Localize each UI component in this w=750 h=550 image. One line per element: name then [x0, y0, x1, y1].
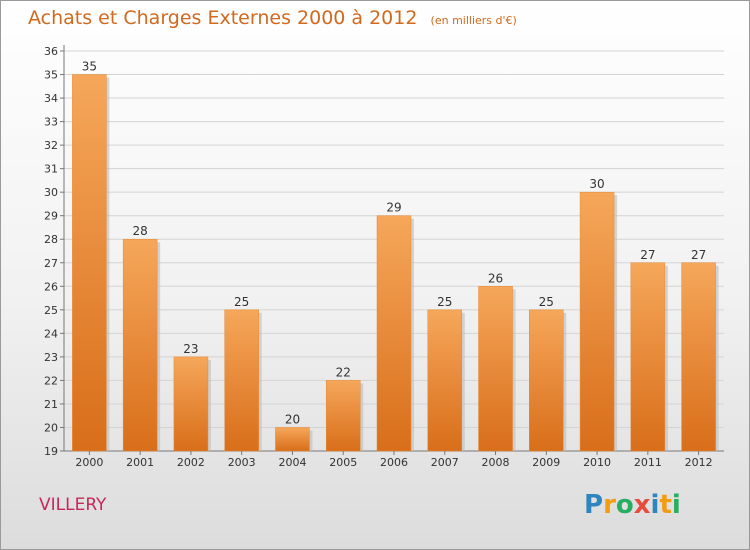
data-label: 29 [386, 201, 401, 215]
y-tick-label: 32 [44, 139, 58, 152]
bar [529, 309, 564, 452]
data-label: 23 [183, 342, 198, 356]
bar [224, 309, 259, 452]
data-label: 28 [133, 224, 148, 238]
data-label: 26 [488, 271, 503, 285]
y-tick-label: 19 [44, 445, 58, 458]
x-tick-label: 2011 [634, 456, 662, 469]
proxiti-logo: Proxiti [584, 490, 681, 520]
logo-letter: P [584, 490, 604, 520]
logo-letter: i [650, 490, 660, 520]
title-main: Achats et Charges Externes 2000 à 2012 [28, 7, 418, 29]
y-tick-label: 33 [44, 116, 58, 129]
x-tick-label: 2007 [431, 456, 459, 469]
y-tick-label: 24 [44, 327, 58, 340]
data-label: 25 [539, 295, 554, 309]
bar [72, 74, 107, 452]
x-tick-label: 2004 [278, 456, 306, 469]
logo-letter: i [671, 490, 681, 520]
x-tick-label: 2009 [532, 456, 560, 469]
data-label: 25 [437, 295, 452, 309]
bar [325, 380, 361, 452]
x-tick-label: 2001 [126, 456, 154, 469]
y-tick-label: 31 [44, 163, 58, 176]
y-tick-label: 23 [44, 351, 58, 364]
bar [579, 191, 615, 452]
chart-title: Achats et Charges Externes 2000 à 2012 (… [28, 7, 517, 29]
bar [275, 427, 310, 452]
data-label: 30 [589, 177, 604, 191]
x-tick-label: 2000 [75, 456, 103, 469]
data-label: 35 [82, 60, 97, 74]
logo-letter: r [603, 490, 616, 520]
data-label: 27 [640, 248, 655, 262]
x-tick-label: 2008 [482, 456, 510, 469]
data-label: 20 [285, 412, 300, 426]
bar [630, 262, 666, 452]
x-tick-label: 2002 [177, 456, 205, 469]
data-label: 25 [234, 295, 249, 309]
y-tick-label: 26 [44, 280, 58, 293]
y-tick-label: 30 [44, 186, 58, 199]
commune-label: VILLERY [39, 495, 107, 515]
x-tick-label: 2006 [380, 456, 408, 469]
logo-letter: x [633, 490, 651, 520]
x-tick-label: 2003 [228, 456, 256, 469]
y-tick-label: 27 [44, 257, 58, 270]
x-tick-label: 2005 [329, 456, 357, 469]
y-tick-label: 34 [44, 92, 58, 105]
y-tick-label: 21 [44, 398, 58, 411]
x-tick-label: 2012 [685, 456, 713, 469]
bar [173, 356, 209, 452]
y-tick-label: 20 [44, 421, 58, 434]
bar [681, 262, 716, 452]
bar [478, 286, 513, 452]
data-label: 22 [336, 365, 351, 379]
x-tick-label: 2010 [583, 456, 611, 469]
logo-letter: t [659, 490, 672, 520]
y-tick-label: 22 [44, 374, 58, 387]
y-tick-label: 36 [44, 45, 58, 58]
y-tick-label: 29 [44, 210, 58, 223]
y-tick-label: 25 [44, 304, 58, 317]
y-tick-label: 28 [44, 233, 58, 246]
bar [122, 238, 158, 452]
bar [427, 309, 463, 452]
logo-letter: o [615, 490, 634, 520]
bar [376, 215, 412, 452]
data-label: 27 [691, 248, 706, 262]
y-tick-label: 35 [44, 69, 58, 82]
title-unit: (en milliers d'€) [430, 14, 517, 27]
